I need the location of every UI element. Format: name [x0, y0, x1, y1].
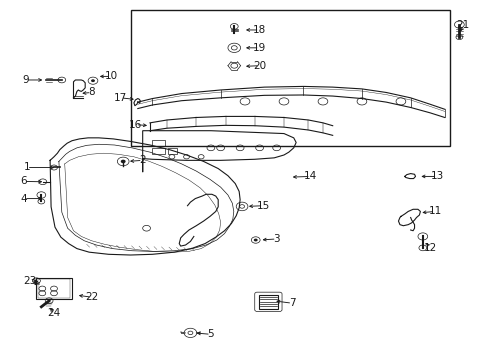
Text: 13: 13	[431, 171, 444, 181]
Text: 22: 22	[85, 292, 98, 302]
Text: 5: 5	[208, 329, 214, 339]
Text: 12: 12	[423, 243, 437, 253]
Text: 11: 11	[428, 206, 441, 216]
Bar	[152, 140, 165, 146]
Text: 18: 18	[253, 25, 266, 35]
Circle shape	[254, 239, 258, 242]
Text: 1: 1	[24, 162, 30, 172]
Text: 15: 15	[257, 201, 270, 211]
Text: 6: 6	[21, 176, 27, 186]
Text: 10: 10	[104, 71, 118, 81]
Bar	[38, 279, 70, 297]
Text: 20: 20	[253, 61, 266, 71]
Text: 24: 24	[48, 308, 61, 318]
Text: 2: 2	[139, 156, 146, 165]
Text: 21: 21	[457, 19, 470, 30]
Bar	[130, 10, 450, 146]
Text: 4: 4	[21, 194, 27, 203]
Text: 7: 7	[289, 298, 295, 308]
Text: 17: 17	[114, 93, 127, 103]
Text: 8: 8	[88, 87, 95, 98]
Bar	[259, 295, 278, 309]
Text: 16: 16	[129, 120, 142, 130]
Text: 14: 14	[304, 171, 318, 181]
Bar	[168, 148, 177, 154]
Text: 9: 9	[23, 75, 29, 85]
Circle shape	[91, 79, 95, 82]
Text: 19: 19	[253, 43, 266, 53]
Circle shape	[121, 159, 125, 163]
Text: 3: 3	[273, 234, 280, 244]
Text: 23: 23	[23, 276, 36, 286]
Bar	[152, 148, 165, 154]
Bar	[36, 278, 72, 298]
